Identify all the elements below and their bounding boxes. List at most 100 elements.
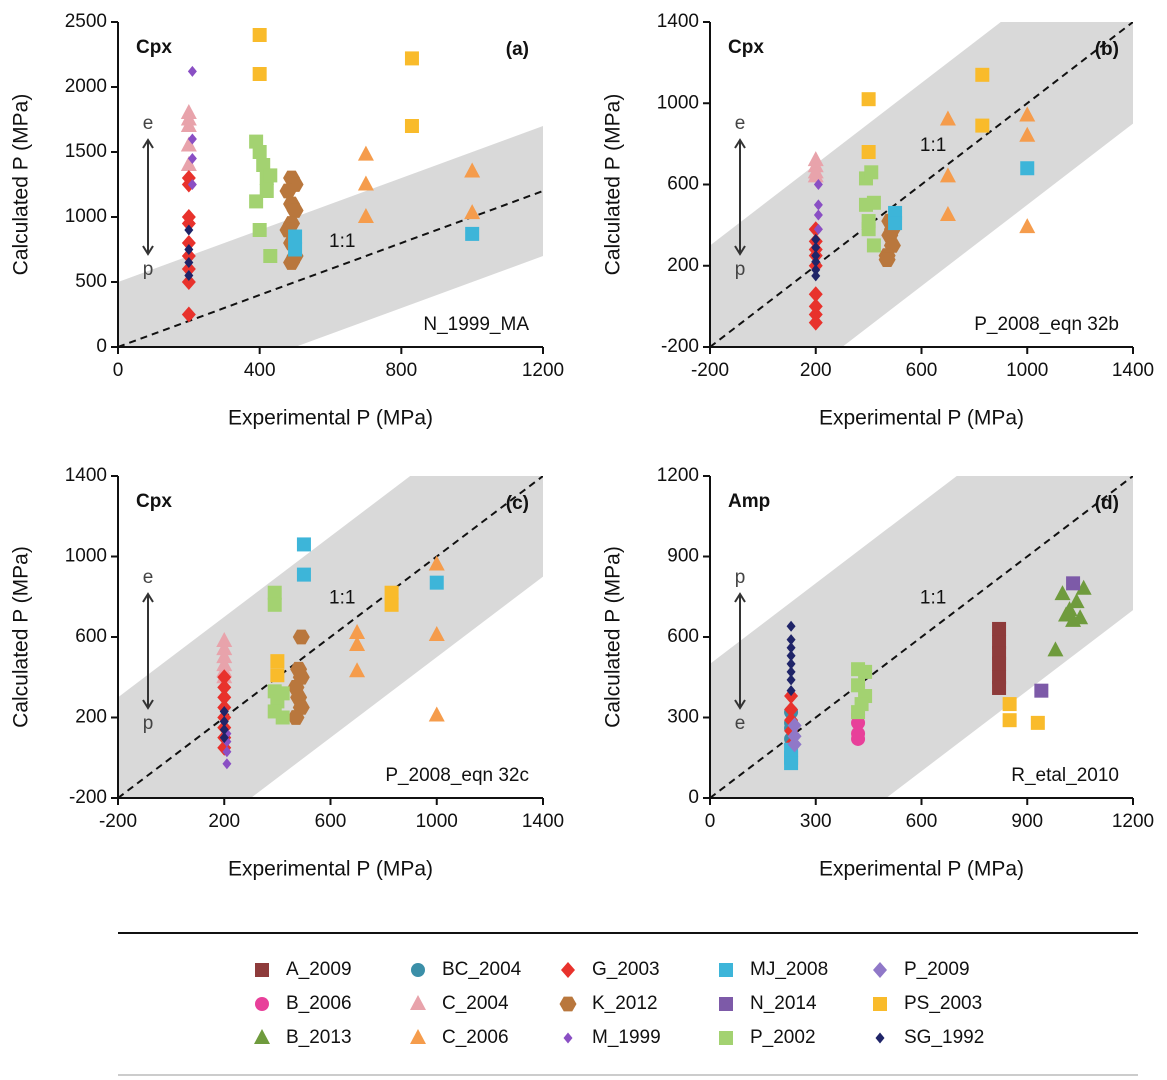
data-point [784,701,799,718]
legend-marker [255,963,269,977]
data-point [992,621,1007,636]
data-point [349,662,366,678]
data-point [786,634,796,646]
legend-label: P_2009 [904,959,970,980]
x-axis-title: Experimental P (MPa) [228,858,433,881]
one-to-one-line [710,476,1133,798]
data-point [180,156,197,171]
arrow-head [142,138,154,149]
y-tick-label: 0 [688,787,699,808]
x-tick-label: 0 [113,360,124,381]
data-point [866,195,881,210]
data-point [858,664,873,679]
data-point [222,758,232,770]
data-point [222,746,232,758]
data-point [939,205,956,221]
data-point [181,235,196,251]
data-point [283,255,301,270]
x-tick-label: -200 [691,360,729,381]
mineral-label: Cpx [728,37,764,58]
y-tick-label: 1200 [657,465,699,486]
data-point [811,264,821,276]
x-tick-label: 1400 [522,811,564,832]
data-point [786,642,796,654]
x-tick-label: 600 [315,811,347,832]
y-tick-label: 1000 [657,92,699,113]
data-point [786,685,796,697]
x-axis-title: Experimental P (MPa) [819,858,1024,881]
data-point [292,629,310,645]
mineral-label: Amp [728,491,770,512]
data-point [811,241,821,253]
legend-marker [719,963,733,977]
one-to-one-label: 1:1 [920,587,946,608]
legend-marker [559,996,577,1012]
data-point [219,732,229,744]
data-point [275,686,290,701]
one-to-one-label: 1:1 [920,135,946,156]
y-tick-label: 1000 [65,546,107,567]
y-tick-label: 2500 [65,11,107,32]
data-point [181,209,196,225]
data-point [384,585,399,600]
data-point [808,314,823,331]
data-point [786,650,796,662]
y-tick-label: 200 [75,707,107,728]
data-point [384,597,399,612]
data-point [464,204,481,220]
data-point [1075,579,1092,595]
arrow-head [142,245,154,256]
legend-label: B_2006 [286,993,352,1014]
data-point [429,575,444,590]
legend-label: PS_2003 [904,993,982,1014]
arrow-bottom-label: p [143,713,154,734]
model-label: P_2008_eqn 32b [974,314,1119,335]
data-point [851,715,866,730]
data-point [216,632,233,648]
legend-marker [873,997,887,1011]
data-point [404,51,419,66]
legend-label: P_2002 [750,1027,816,1048]
data-point [1034,683,1049,698]
data-point [861,145,876,159]
data-point [288,229,303,244]
data-point [1002,697,1017,712]
x-tick-label: 600 [906,360,938,381]
data-point [992,646,1007,661]
data-point [288,242,303,257]
data-point [216,648,233,664]
data-point [811,270,821,282]
data-point [219,705,229,717]
data-point [296,537,311,552]
data-point [464,162,481,178]
data-point [180,136,197,152]
legend-label: SG_1992 [904,1027,984,1048]
data-point [263,168,278,183]
data-point [786,658,796,670]
data-point [267,585,282,600]
data-point [252,223,267,237]
legend-marker [719,1031,733,1045]
y-tick-label: 1400 [65,465,107,486]
data-point [1066,576,1081,591]
legend-label: A_2009 [286,959,352,980]
data-point [851,678,866,693]
data-point [1019,126,1036,142]
legend-label: MJ_2008 [750,959,828,980]
data-point [349,623,366,639]
x-tick-label: 400 [244,360,276,381]
data-point [187,65,197,77]
data-point [357,175,374,191]
data-point [286,203,304,218]
data-point [1047,641,1064,657]
y-tick-label: 1400 [657,11,699,32]
data-point [1002,713,1017,728]
one-to-one-label: 1:1 [329,587,355,608]
data-point [992,680,1007,695]
data-point [181,306,196,323]
arrow-head [142,592,154,603]
data-point [428,555,445,571]
legend-marker [563,1032,573,1044]
data-point [184,270,194,281]
